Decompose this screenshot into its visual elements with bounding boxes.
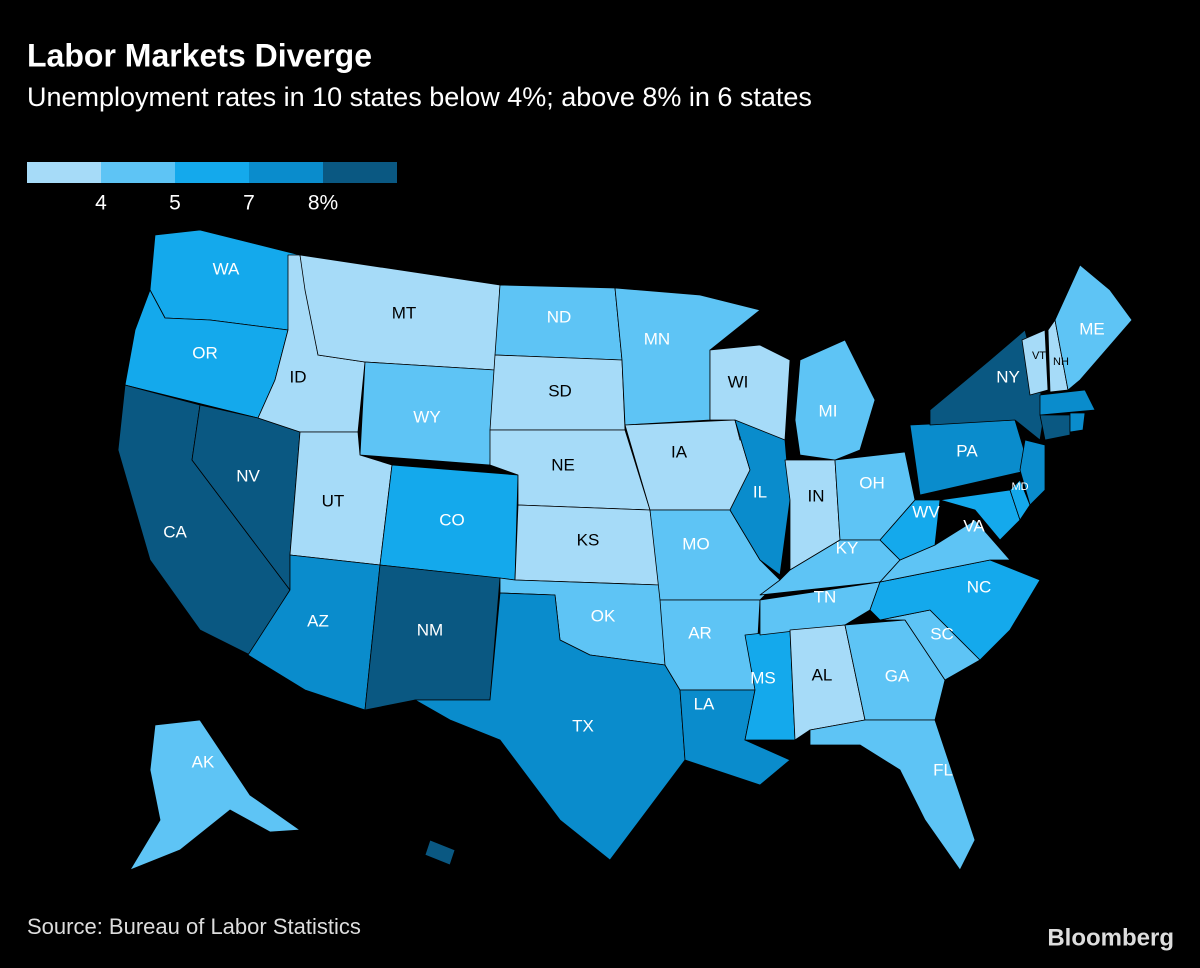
state-label: NE [551, 455, 575, 474]
state-label: OH [859, 473, 885, 492]
state [129, 719, 301, 871]
legend-swatch [101, 162, 175, 183]
state-label: SD [548, 381, 572, 400]
state-shape [414, 592, 686, 861]
state-label: MT [392, 303, 417, 322]
state [729, 419, 791, 576]
state-label: AZ [307, 611, 329, 630]
state-label: IA [671, 442, 688, 461]
state-label: FL [933, 760, 953, 779]
state-shape [1039, 389, 1096, 416]
state [1019, 439, 1046, 506]
state-shape [1019, 439, 1046, 506]
legend-tick-label: 4 [95, 192, 107, 215]
state-label: AR [688, 623, 712, 642]
state-label: CA [163, 522, 187, 541]
source: Source: Bureau of Labor Statistics [27, 914, 361, 939]
state [844, 619, 946, 721]
state-label: WY [413, 407, 440, 426]
state-label: CO [439, 510, 465, 529]
state-shape [844, 619, 946, 721]
state [794, 339, 876, 461]
state [1069, 412, 1086, 433]
state [939, 489, 1021, 541]
state-shape [794, 339, 876, 461]
state-label: KY [836, 538, 859, 557]
title: Labor Markets Diverge [27, 37, 372, 73]
state [1039, 414, 1071, 441]
state-shape [424, 839, 456, 866]
state [424, 839, 456, 866]
state-label: LA [694, 694, 715, 713]
legend-tick-label: 7 [243, 192, 255, 215]
subtitle: Unemployment rates in 10 states below 4%… [27, 82, 812, 112]
state [759, 581, 881, 636]
state [879, 499, 941, 561]
state-label: UT [322, 491, 345, 510]
state-label: VA [963, 516, 985, 535]
state-shape [809, 719, 976, 871]
state-shape [879, 499, 941, 561]
state [809, 719, 976, 871]
state [1039, 389, 1096, 416]
state-label: KS [577, 530, 600, 549]
state-label: NM [417, 620, 443, 639]
state-label: OK [591, 606, 616, 625]
state-label: PA [956, 441, 978, 460]
legend: 4 5 7 8% [27, 162, 397, 215]
state-shape [759, 581, 881, 636]
state [1021, 329, 1049, 396]
state-label: GA [885, 666, 910, 685]
state-shape [729, 419, 791, 576]
state-label: OR [192, 343, 218, 362]
legend-swatch [249, 162, 323, 183]
state [659, 599, 761, 691]
state-shape [129, 719, 301, 871]
state [1054, 264, 1133, 391]
state-label: NH [1053, 356, 1069, 368]
state-label: MI [819, 401, 838, 420]
state-label: ID [290, 367, 307, 386]
state-label: WI [728, 372, 749, 391]
states [117, 229, 1133, 871]
state [414, 592, 686, 861]
state-label: IL [753, 482, 767, 501]
state-shape [659, 599, 761, 691]
state-labels: WA OR CA NV ID MT WY UT CO AZ NM ND SD NE KS OK TX MN IA MO… [163, 259, 1105, 779]
state-label: TN [814, 587, 837, 606]
state-shape [1039, 414, 1071, 441]
state-label: MS [750, 668, 776, 687]
state-label: ND [547, 307, 572, 326]
state-shape [1069, 412, 1086, 433]
legend-swatch [175, 162, 249, 183]
state-label: MN [644, 329, 670, 348]
state-shape [1021, 329, 1049, 396]
state-label: IN [808, 486, 825, 505]
state-label: WV [912, 502, 940, 521]
state [1009, 479, 1031, 521]
legend-swatch [27, 162, 101, 183]
legend-tick-label: 5 [169, 192, 181, 215]
state-label: ME [1079, 319, 1105, 338]
state-label: WA [213, 259, 240, 278]
state-label: AL [812, 665, 833, 684]
state-label: MD [1011, 481, 1028, 493]
brand: Bloomberg [1047, 924, 1174, 951]
state-label: NY [996, 367, 1020, 386]
state-label: NC [967, 577, 992, 596]
state-label: NV [236, 466, 260, 485]
state-label: AK [192, 752, 215, 771]
state-shape [939, 489, 1021, 541]
legend-swatch [323, 162, 397, 183]
state-label: SC [930, 624, 954, 643]
legend-tick-label: 8% [308, 192, 338, 215]
state-shape [1009, 479, 1031, 521]
state-label: TX [572, 716, 594, 735]
state-label: MO [682, 534, 709, 553]
state-shape [1054, 264, 1133, 391]
state-label: VT [1032, 350, 1046, 362]
